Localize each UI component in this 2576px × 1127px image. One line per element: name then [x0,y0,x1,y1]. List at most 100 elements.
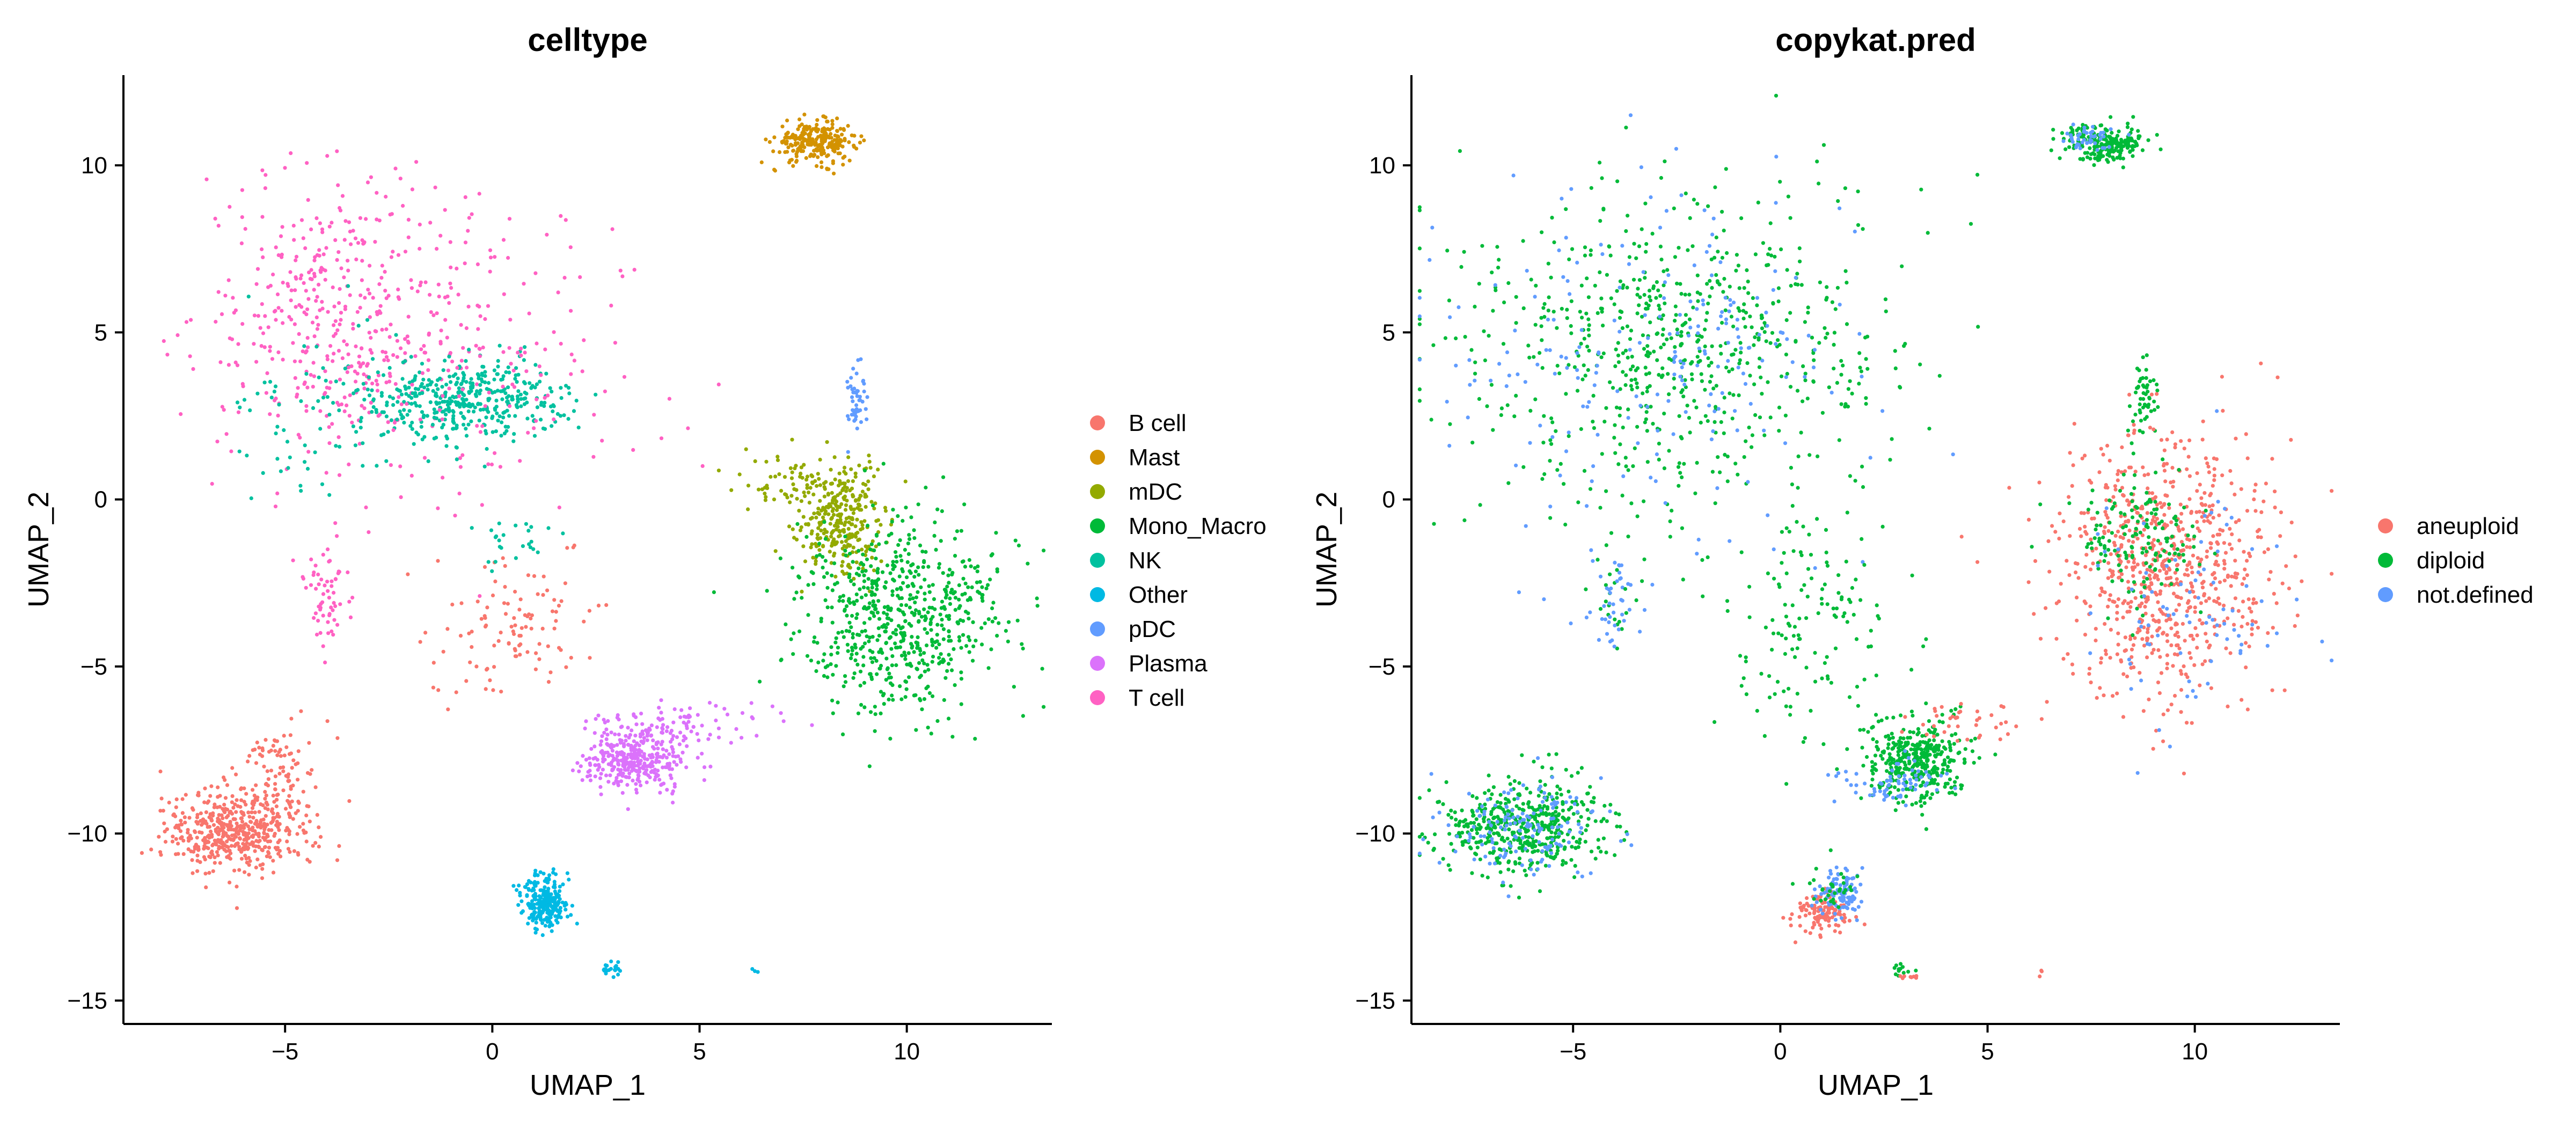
data-point [1601,351,1606,356]
data-point [274,804,279,809]
legend-label: Other [1129,582,1188,608]
data-point [825,586,830,590]
data-point [844,472,848,476]
y-tick-label: −10 [67,821,107,847]
data-point [489,528,494,532]
data-point [216,825,220,830]
data-point [1615,179,1620,184]
data-point [444,412,448,417]
data-point [825,530,829,534]
data-point [304,586,308,590]
data-point [885,667,889,671]
data-point [1824,297,1828,302]
data-point [849,376,853,380]
data-point [818,457,822,462]
data-point [426,459,430,464]
data-point [848,552,852,556]
data-point [617,733,621,737]
data-point [1668,535,1672,539]
data-point [1817,181,1821,186]
data-point [448,281,452,286]
data-point [592,744,597,749]
data-point [894,554,898,559]
data-point [387,394,392,399]
data-point [934,547,938,552]
data-point [1445,399,1449,404]
data-point [1703,344,1707,349]
data-point [348,615,353,619]
data-point [835,581,839,585]
data-point [618,969,623,973]
data-point [1431,343,1436,347]
data-point [689,729,693,734]
data-point [1569,299,1574,303]
data-point [974,639,978,643]
data-point [466,409,471,414]
data-point [627,775,631,780]
data-point [1586,368,1590,372]
data-point [2126,121,2130,126]
data-point [2119,137,2124,142]
data-point [1738,358,1742,362]
data-point [1528,408,1533,413]
data-point [847,629,852,633]
data-point [312,274,317,279]
data-point [1646,354,1650,358]
data-point [1762,433,1767,437]
data-point [877,617,882,621]
data-point [1757,336,1761,340]
data-point [312,258,317,262]
data-point [444,383,449,387]
data-point [997,621,1001,625]
data-point [493,560,497,564]
data-point [448,375,452,379]
data-point [1771,302,1775,306]
data-point [2116,144,2120,149]
data-point [1549,416,1554,421]
data-point [843,481,847,486]
data-point [493,579,497,583]
data-point [665,725,670,729]
data-point [535,405,540,409]
data-point [1710,286,1714,290]
data-point [1642,557,1646,561]
data-point [238,804,243,809]
data-point [462,422,466,427]
data-point [672,707,677,712]
data-point [1485,404,1489,408]
data-point [890,663,894,668]
data-point [684,724,689,728]
data-point [509,625,514,629]
data-point [1589,248,1593,253]
data-point [824,480,828,484]
data-point [660,730,665,735]
data-point [816,155,820,159]
data-point [485,605,489,610]
data-point [549,892,553,896]
data-point [149,847,153,852]
data-point [801,136,806,141]
data-point [948,602,953,606]
data-point [2109,127,2113,131]
data-point [1698,292,1702,296]
data-point [661,747,665,751]
data-point [471,403,475,407]
data-point [1815,159,1819,164]
data-point [1628,337,1633,341]
data-point [1624,464,1628,469]
data-point [261,471,265,475]
data-point [1736,472,1740,477]
data-point [631,778,635,782]
data-point [428,400,433,405]
data-point [862,680,867,685]
data-point [314,345,319,349]
data-point [436,282,441,287]
data-point [1773,269,1777,273]
data-point [830,509,835,514]
data-point [202,855,206,859]
data-point [325,354,330,358]
data-point [345,342,349,347]
data-point [729,488,734,492]
data-point [496,358,500,363]
data-point [799,471,803,476]
